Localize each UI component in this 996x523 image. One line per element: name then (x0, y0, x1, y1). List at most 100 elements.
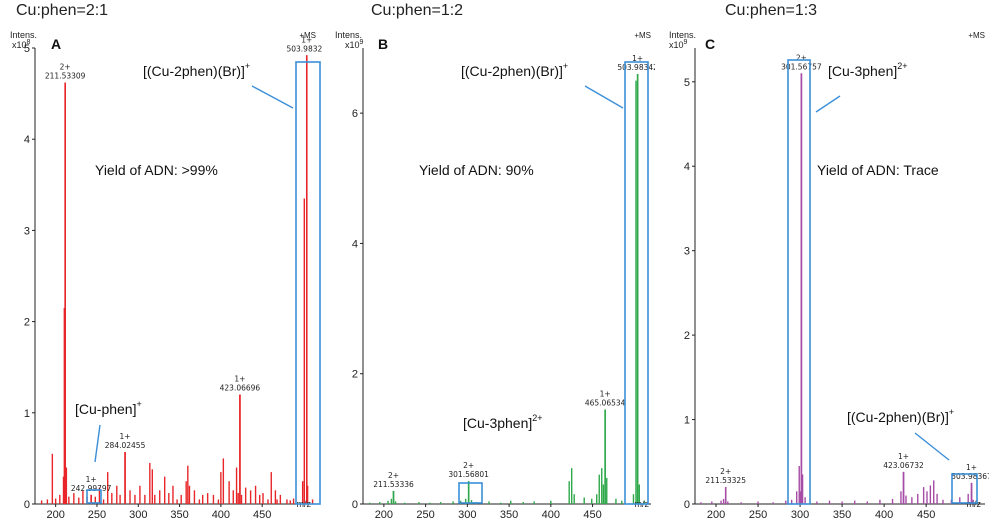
minor-species-charge-a: + (136, 399, 141, 409)
peak-mz-label: 423.06696 (220, 384, 261, 393)
spectrum-a-svg: Intens. x108 A +MS 0 1 2 3 4 5 200 250 300 350 400… (10, 30, 322, 521)
main-species-label-c: [Cu-3phen]2+ (828, 61, 908, 79)
x-tick-label: 200 (707, 509, 725, 521)
peak-mz-label: 503.98323 (286, 44, 322, 53)
panel-label-b: B (378, 36, 388, 52)
y-label-line2-c: x109 (669, 39, 688, 50)
y-label-line2-a: x108 (12, 39, 31, 50)
x-tick-label: 450 (253, 509, 271, 521)
x-tick-label: 300 (129, 509, 147, 521)
y-exponent-b: 9 (360, 39, 364, 46)
peak-charge-label: 2+ (388, 471, 399, 480)
peaks-a (40, 55, 314, 504)
chart-title-a: Cu:phen=2:1 (16, 2, 109, 19)
y-label-line1-c: Intens. (669, 30, 696, 40)
axes-c: 0 1 2 3 4 5 200 250 300 350 400 450 (684, 48, 985, 521)
chart-title-b: Cu:phen=1:2 (371, 2, 464, 19)
minor-species-charge-b: 2+ (532, 413, 542, 423)
minor-highlight-box-a (86, 489, 102, 504)
peak-charge-label: 2+ (720, 467, 731, 476)
minor-species-name-a: [Cu-phen] (75, 401, 136, 417)
main-species-name-c: [Cu-3phen] (828, 63, 897, 79)
panel-label-a: A (51, 36, 61, 52)
y-tick-label: 0 (352, 499, 358, 511)
peak-mz-label: 301.56801 (448, 470, 489, 479)
peak-charge-label: 1+ (966, 463, 977, 472)
y-exponent-a: 8 (27, 39, 31, 46)
x-tick-label: 350 (833, 509, 851, 521)
peaks-c (700, 73, 974, 504)
main-highlight-box-a (295, 61, 321, 505)
ms-mode-c: +MS (968, 31, 985, 40)
main-species-charge-c: 2+ (897, 61, 907, 71)
y-multiplier-b: x10 (345, 40, 360, 50)
peak-charge-label: 1+ (234, 375, 245, 384)
y-tick-label: 3 (24, 225, 30, 237)
peak-charge-label: 1+ (86, 475, 97, 484)
peak-labels-a: 2+211.533091+242.997971+284.024551+423.0… (45, 35, 322, 493)
peak-mz-label: 465.06534 (585, 399, 626, 408)
y-tick-label: 4 (684, 161, 690, 173)
peak-charge-label: 2+ (60, 63, 71, 72)
x-tick-label: 350 (500, 509, 518, 521)
main-species-name-a: [(Cu-2phen)(Br)] (143, 63, 245, 79)
y-tick-label: 2 (684, 330, 690, 342)
main-species-charge-a: + (245, 61, 250, 71)
peak-charge-label: 1+ (632, 54, 643, 63)
minor-species-label-c: [(Cu-2phen)(Br)]+ (847, 407, 954, 425)
peak-mz-label: 211.53336 (373, 480, 414, 489)
x-tick-label: 250 (416, 509, 434, 521)
y-exponent-c: 9 (684, 39, 688, 46)
y-label-line1-b: Intens. (335, 30, 362, 40)
x-tick-label: 250 (749, 509, 767, 521)
x-tick-label: 400 (875, 509, 893, 521)
main-species-name-b: [(Cu-2phen)(Br)] (461, 63, 563, 79)
panel-label-c: C (705, 36, 715, 52)
main-species-label-b: [(Cu-2phen)(Br)]+ (461, 61, 568, 79)
minor-species-label-b: [Cu-3phen]2+ (463, 413, 543, 431)
y-tick-label: 5 (684, 77, 690, 89)
peak-labels-b: 2+211.533362+301.568011+465.065341+503.9… (373, 54, 655, 489)
axes-a: 0 1 2 3 4 5 200 250 300 350 400 450 (24, 43, 320, 521)
spectrum-panel-c: Intens. x109 C +MS 0 1 2 3 4 5 200 250 300 350 400… (667, 28, 989, 523)
chart-title-c: Cu:phen=1:3 (725, 2, 818, 19)
minor-species-label-a: [Cu-phen]+ (75, 399, 142, 417)
y-multiplier-c: x10 (669, 40, 684, 50)
main-callout-line-c (815, 95, 841, 113)
y-tick-label: 0 (24, 499, 30, 511)
ms-mode-a: +MS (299, 31, 316, 40)
peak-charge-label: 1+ (120, 432, 131, 441)
peak-mz-label: 242.99797 (71, 484, 112, 493)
peak-mz-label: 503.98342 (617, 63, 655, 72)
minor-callout-line-a (94, 424, 101, 463)
x-tick-label: 300 (791, 509, 809, 521)
minor-callout-line-c (914, 432, 950, 461)
y-tick-label: 2 (24, 317, 30, 329)
minor-highlight-box-b (458, 482, 483, 504)
x-tick-label: 200 (46, 509, 64, 521)
y-tick-label: 4 (352, 238, 358, 250)
x-tick-label: 400 (542, 509, 560, 521)
x-axis-label-c: m/z (967, 499, 982, 509)
peaks-b (368, 74, 646, 504)
main-highlight-box-b (624, 61, 649, 505)
y-tick-label: 6 (352, 108, 358, 120)
x-tick-label: 400 (212, 509, 230, 521)
x-tick-label: 450 (917, 509, 935, 521)
peak-charge-label: 2+ (796, 53, 807, 62)
y-tick-label: 0 (684, 499, 690, 511)
yield-text-a: Yield of ADN: >99% (95, 162, 218, 178)
spectrum-panel-b: Intens. x109 B +MS 0 2 4 6 200 250 300 350 400 45… (333, 28, 655, 523)
main-highlight-box-c (787, 59, 811, 505)
yield-text-c: Yield of ADN: Trace (817, 162, 939, 178)
spectrum-panel-a: Intens. x108 A +MS 0 1 2 3 4 5 200 250 300 350 400… (0, 28, 322, 523)
y-tick-label: 4 (24, 134, 30, 146)
spectrum-b-svg: Intens. x109 B +MS 0 2 4 6 200 250 300 350 400 45… (335, 30, 655, 521)
main-species-charge-b: + (563, 61, 568, 71)
minor-species-charge-c: + (949, 407, 954, 417)
minor-species-name-b: [Cu-3phen] (463, 415, 532, 431)
peak-charge-label: 2+ (463, 461, 474, 470)
main-callout-line-b (584, 85, 624, 109)
x-tick-label: 350 (170, 509, 188, 521)
